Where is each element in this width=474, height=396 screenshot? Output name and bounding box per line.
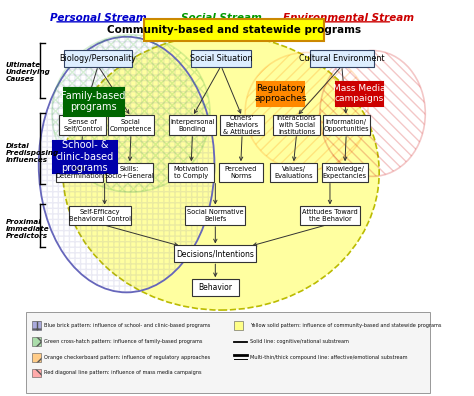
FancyBboxPatch shape (169, 115, 216, 135)
Text: Distal
Predisposing
Influences: Distal Predisposing Influences (6, 143, 59, 163)
FancyBboxPatch shape (108, 115, 154, 135)
Text: Others'
Behaviors
& Attitudes: Others' Behaviors & Attitudes (223, 115, 261, 135)
Text: Decisions/Intentions: Decisions/Intentions (176, 249, 254, 258)
FancyBboxPatch shape (336, 82, 383, 106)
Text: School- &
clinic-based
programs: School- & clinic-based programs (56, 140, 114, 173)
Text: Attitudes Toward
the Behavior: Attitudes Toward the Behavior (302, 209, 358, 222)
Text: Behavior: Behavior (198, 283, 232, 292)
Text: Skills:
Socio+General: Skills: Socio+General (105, 166, 155, 179)
Text: Sense of
Self/Control: Sense of Self/Control (63, 119, 102, 132)
FancyBboxPatch shape (59, 115, 106, 135)
Text: Social Situation: Social Situation (190, 54, 252, 63)
FancyBboxPatch shape (270, 163, 317, 182)
FancyBboxPatch shape (32, 337, 41, 346)
Text: Personal Stream: Personal Stream (50, 13, 146, 23)
Text: Proximal
Immediate
Predictors: Proximal Immediate Predictors (6, 219, 49, 240)
Text: Solid line: cognitive/rational substream: Solid line: cognitive/rational substream (250, 339, 349, 344)
Text: Orange checkerboard pattern: influence of regulatory approaches: Orange checkerboard pattern: influence o… (44, 355, 210, 360)
Text: Perceived
Norms: Perceived Norms (225, 166, 257, 179)
FancyBboxPatch shape (174, 245, 256, 263)
FancyBboxPatch shape (192, 279, 238, 296)
Text: Motivation
to Comply: Motivation to Comply (173, 166, 209, 179)
Text: Multi-thin/thick compound line: affective/emotional substream: Multi-thin/thick compound line: affectiv… (250, 355, 408, 360)
Text: Interpersonal
Bonding: Interpersonal Bonding (170, 119, 215, 132)
Text: Self-Efficacy
Behavioral Control: Self-Efficacy Behavioral Control (69, 209, 131, 222)
Text: Mass Media
campaigns: Mass Media campaigns (333, 84, 386, 103)
Text: Knowledge/
Expectancies: Knowledge/ Expectancies (323, 166, 367, 179)
FancyBboxPatch shape (32, 369, 41, 377)
Text: Self-
Determination: Self- Determination (55, 166, 104, 179)
Text: Green cross-hatch pattern: influence of family-based programs: Green cross-hatch pattern: influence of … (44, 339, 202, 344)
Text: Values/
Evaluations: Values/ Evaluations (274, 166, 313, 179)
Text: Cultural Environment: Cultural Environment (299, 54, 384, 63)
Text: Yellow solid pattern: influence of community-based and statewide programs: Yellow solid pattern: influence of commu… (250, 323, 441, 328)
FancyBboxPatch shape (56, 163, 103, 182)
FancyBboxPatch shape (64, 88, 124, 116)
FancyBboxPatch shape (144, 19, 324, 41)
FancyBboxPatch shape (64, 50, 132, 67)
FancyBboxPatch shape (32, 322, 41, 330)
FancyBboxPatch shape (219, 163, 263, 182)
Text: Social Stream: Social Stream (181, 13, 261, 23)
Text: Social
Competence: Social Competence (110, 119, 152, 132)
FancyBboxPatch shape (53, 141, 117, 173)
FancyBboxPatch shape (273, 115, 320, 135)
Text: Community-based and statewide programs: Community-based and statewide programs (107, 25, 361, 35)
FancyBboxPatch shape (106, 163, 153, 182)
FancyBboxPatch shape (220, 115, 264, 135)
FancyBboxPatch shape (168, 163, 214, 182)
Text: Biology/Personality: Biology/Personality (60, 54, 137, 63)
FancyBboxPatch shape (32, 353, 41, 362)
FancyBboxPatch shape (323, 115, 370, 135)
Text: Regulatory
approaches: Regulatory approaches (254, 84, 307, 103)
FancyBboxPatch shape (234, 322, 244, 330)
FancyBboxPatch shape (69, 206, 131, 225)
Text: Family-based
programs: Family-based programs (62, 91, 126, 112)
FancyBboxPatch shape (300, 206, 360, 225)
FancyBboxPatch shape (185, 206, 245, 225)
FancyBboxPatch shape (322, 163, 368, 182)
Text: Interactions
with Social
Institutions: Interactions with Social Institutions (277, 115, 317, 135)
FancyBboxPatch shape (310, 50, 374, 67)
Text: Information/
Opportunities: Information/ Opportunities (323, 119, 369, 132)
Text: Ultimate
Underlying
Causes: Ultimate Underlying Causes (6, 62, 51, 82)
Text: Red diagonal line pattern: influence of mass media campaigns: Red diagonal line pattern: influence of … (44, 371, 201, 375)
Ellipse shape (63, 35, 379, 310)
Text: Blue brick pattern: influence of school- and clinic-based programs: Blue brick pattern: influence of school-… (44, 323, 210, 328)
FancyBboxPatch shape (191, 50, 251, 67)
Text: Social Normative
Beliefs: Social Normative Beliefs (187, 209, 244, 222)
FancyBboxPatch shape (257, 82, 304, 106)
Text: Environmental Stream: Environmental Stream (283, 13, 414, 23)
FancyBboxPatch shape (26, 312, 430, 393)
